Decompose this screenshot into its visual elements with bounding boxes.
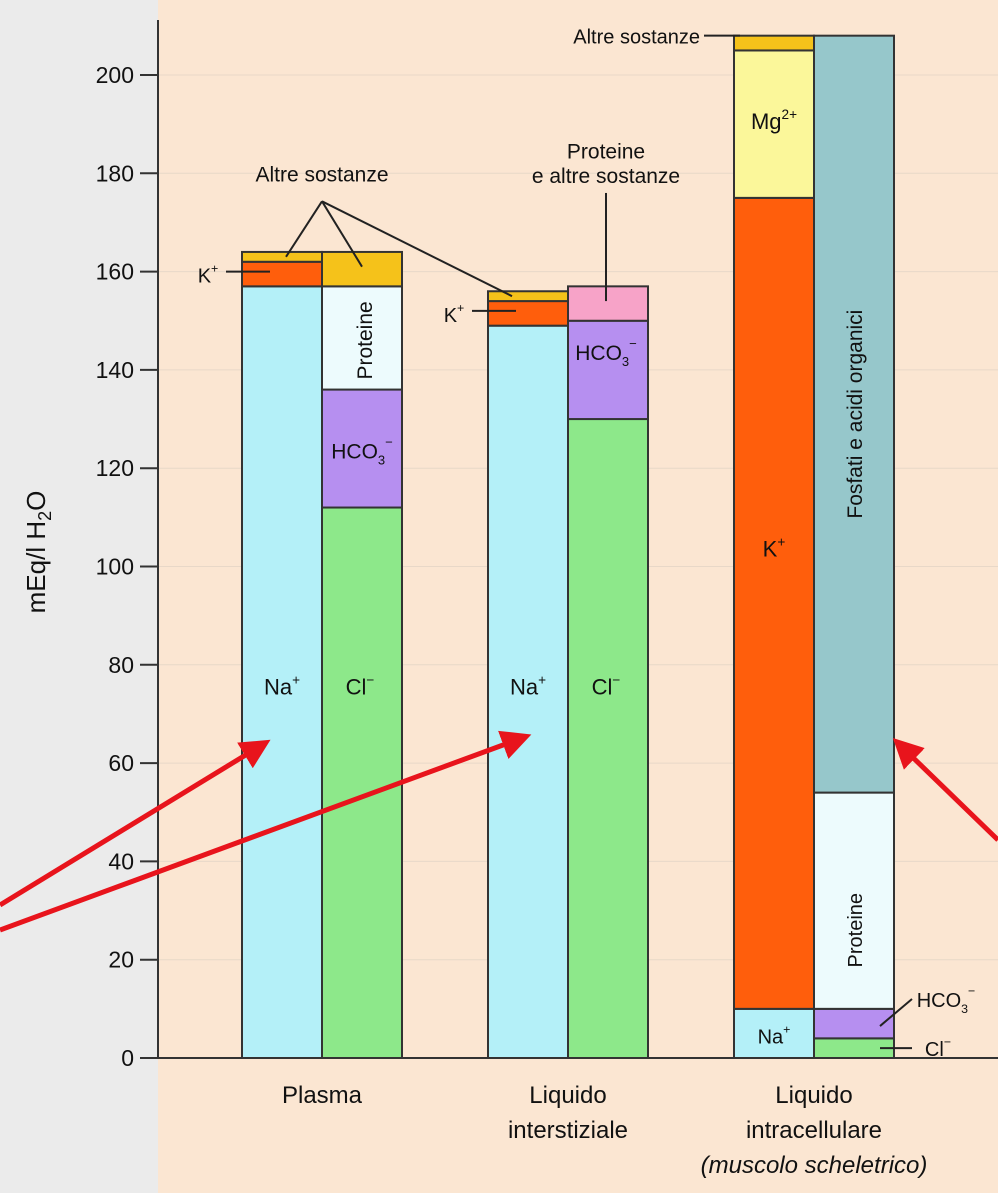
y-axis-label: mEq/l H2O bbox=[21, 491, 55, 614]
arrow-plasma bbox=[0, 739, 271, 908]
label-cl-plasma: Cl− bbox=[346, 672, 375, 699]
y-tick-label: 40 bbox=[108, 848, 134, 874]
label-hco3-interstiziale: HCO3− bbox=[575, 336, 637, 369]
callout-hco3-intra: HCO3− bbox=[917, 984, 976, 1016]
bar-segment-altre bbox=[321, 250, 403, 288]
label-proteine-plasma: Proteine bbox=[354, 301, 377, 379]
bar-segment-k bbox=[733, 196, 815, 1010]
x-category-labels: Plasma Liquido interstiziale Liquido intrace… bbox=[282, 1082, 927, 1179]
callout-proteine-1: Proteine bbox=[567, 141, 645, 164]
label-na-intracellulare: Na+ bbox=[758, 1022, 791, 1048]
bar-segment-cl bbox=[567, 418, 649, 1059]
category-label-line2: interstiziale bbox=[508, 1117, 628, 1144]
label-k-intracellulare: K+ bbox=[763, 535, 786, 562]
callout-line bbox=[321, 200, 513, 298]
callout-cl-intra: Cl− bbox=[925, 1035, 951, 1061]
label-proteine-intracellulare: Proteine bbox=[845, 893, 867, 968]
y-tick-label: 60 bbox=[108, 750, 134, 776]
bar-segment-k bbox=[487, 300, 569, 327]
callout-k-plasma: K+ bbox=[198, 262, 219, 288]
arrow-intracellulare bbox=[892, 738, 998, 842]
bar-segment-proteine bbox=[321, 285, 403, 391]
category-label-line3: (muscolo scheletrico) bbox=[701, 1152, 928, 1179]
category-label-line2: intracellulare bbox=[746, 1117, 882, 1144]
bar-segment-altre bbox=[241, 250, 323, 263]
bar-segment-altre bbox=[487, 290, 569, 303]
bar-segment-fosfati bbox=[813, 34, 895, 794]
callout-line bbox=[879, 998, 913, 1027]
callout-altre-sostanze: Altre sostanze bbox=[255, 163, 388, 186]
bar-segment-proteine bbox=[813, 791, 895, 1010]
bars bbox=[241, 34, 895, 1060]
arrow-interstiziale bbox=[0, 730, 532, 933]
callout-altre-sostanze-intra: Altre sostanze bbox=[573, 27, 700, 49]
callout-k-interstiziale: K+ bbox=[444, 301, 465, 327]
callout-line bbox=[285, 200, 323, 258]
bar-segment-hco3 bbox=[567, 319, 649, 421]
label-cl-interstiziale: Cl− bbox=[592, 672, 621, 699]
segment-labels: Na+ Cl− HCO3− Proteine Na+ Cl− HCO3− K+ Na+ Mg2+ P… bbox=[198, 107, 976, 1061]
bar-segment-cl bbox=[321, 506, 403, 1059]
y-tick-label: 100 bbox=[96, 554, 134, 580]
category-label: Liquido bbox=[775, 1082, 852, 1109]
y-axis: 0 20 40 60 80 100 120 140 160 180 200 bbox=[96, 20, 998, 1071]
y-tick-label: 80 bbox=[108, 652, 134, 678]
bar-segment-hco3 bbox=[321, 388, 403, 509]
category-label: Liquido bbox=[529, 1082, 606, 1109]
red-arrows bbox=[0, 730, 998, 933]
y-tick-label: 160 bbox=[96, 259, 134, 285]
category-label: Plasma bbox=[282, 1082, 363, 1109]
y-tick-label: 120 bbox=[96, 455, 134, 481]
label-fosfati: Fosfati e acidi organici bbox=[844, 310, 867, 519]
label-mg-intracellulare: Mg2+ bbox=[751, 107, 797, 134]
bar-segment-mg bbox=[733, 49, 815, 199]
label-hco3-plasma: HCO3− bbox=[331, 434, 393, 467]
bar-segment-altre bbox=[733, 34, 815, 52]
y-tick-label: 0 bbox=[121, 1045, 134, 1071]
callout-proteine-2: e altre sostanze bbox=[532, 165, 680, 188]
callout-line bbox=[321, 200, 363, 268]
bar-segment-k bbox=[241, 260, 323, 288]
label-na-interstiziale: Na+ bbox=[510, 672, 546, 699]
y-tick-label: 200 bbox=[96, 62, 134, 88]
y-tick-label: 20 bbox=[108, 947, 134, 973]
bar-segment-hco3 bbox=[813, 1007, 895, 1040]
label-na-plasma: Na+ bbox=[264, 672, 300, 699]
y-tick-label: 140 bbox=[96, 357, 134, 383]
bar-segment-na bbox=[241, 285, 323, 1060]
bar-segment-proteinealtre bbox=[567, 285, 649, 322]
y-tick-label: 180 bbox=[96, 160, 134, 186]
